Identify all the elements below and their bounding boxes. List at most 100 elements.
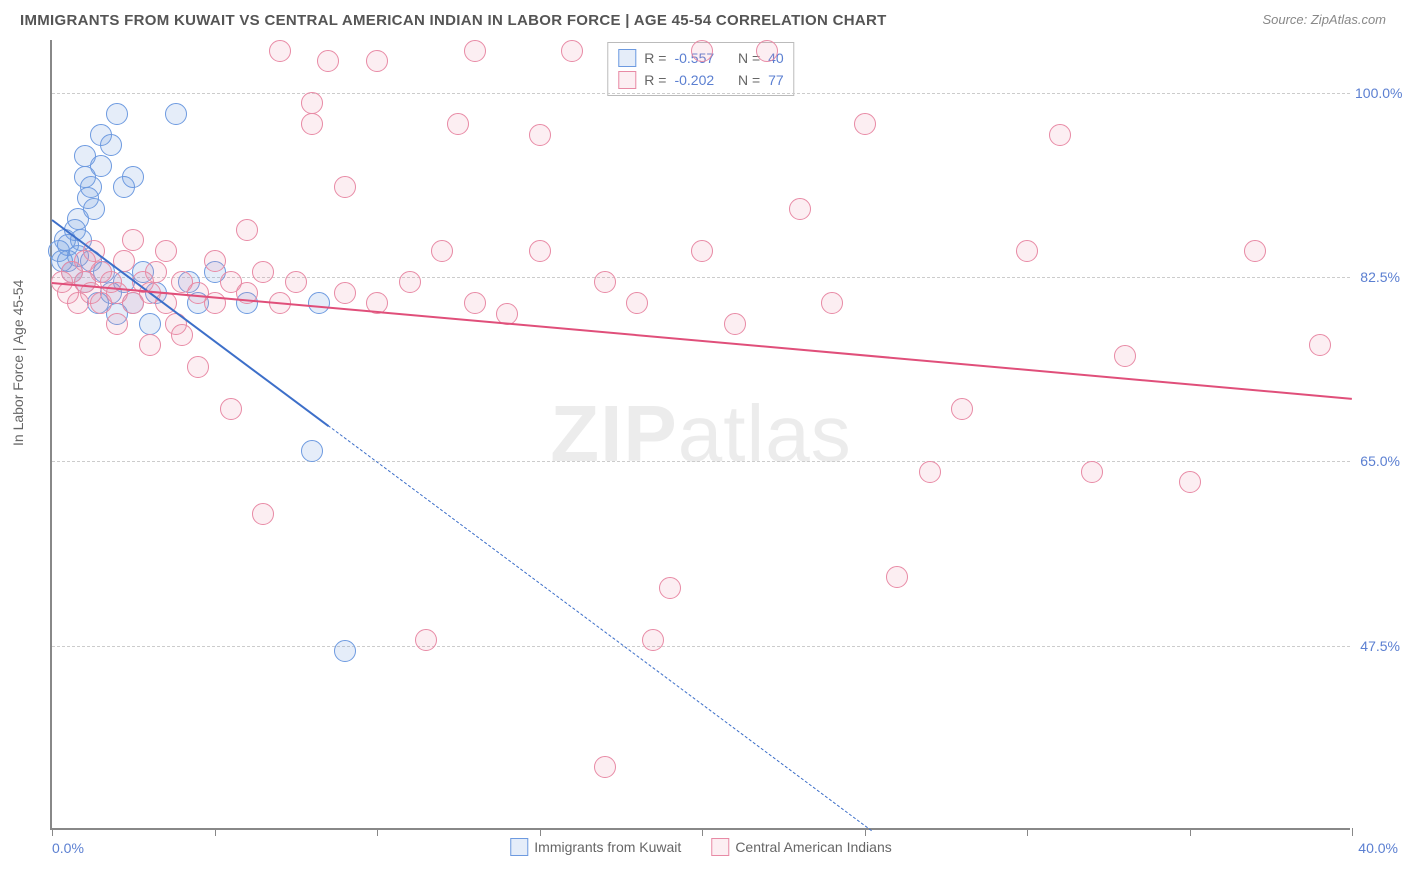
scatter-point xyxy=(399,271,421,293)
scatter-point xyxy=(122,166,144,188)
y-tick-label: 47.5% xyxy=(1355,638,1400,654)
stat-r-value: -0.202 xyxy=(674,72,714,88)
scatter-point xyxy=(529,240,551,262)
scatter-point xyxy=(886,566,908,588)
scatter-point xyxy=(301,113,323,135)
scatter-point xyxy=(594,756,616,778)
scatter-point xyxy=(122,229,144,251)
scatter-point xyxy=(529,124,551,146)
scatter-point xyxy=(83,198,105,220)
scatter-point xyxy=(1179,471,1201,493)
scatter-point xyxy=(366,50,388,72)
scatter-point xyxy=(187,356,209,378)
x-tick-label-min: 0.0% xyxy=(52,840,84,856)
regression-line xyxy=(52,282,1352,400)
watermark-text: ZIPatlas xyxy=(550,388,851,480)
scatter-point xyxy=(334,176,356,198)
scatter-point xyxy=(642,629,664,651)
scatter-point xyxy=(90,155,112,177)
scatter-point xyxy=(626,292,648,314)
legend-item-kuwait: Immigrants from Kuwait xyxy=(510,838,681,856)
scatter-point xyxy=(301,92,323,114)
scatter-point xyxy=(659,577,681,599)
legend-label-central-american: Central American Indians xyxy=(735,839,891,855)
gridline-h xyxy=(52,93,1350,94)
scatter-point xyxy=(431,240,453,262)
scatter-point xyxy=(165,103,187,125)
regression-line xyxy=(51,219,328,427)
scatter-point xyxy=(415,629,437,651)
x-tick xyxy=(1027,828,1028,836)
scatter-point xyxy=(691,40,713,62)
legend-swatch-kuwait xyxy=(510,838,528,856)
scatter-point xyxy=(139,313,161,335)
scatter-point xyxy=(1309,334,1331,356)
scatter-point xyxy=(464,292,486,314)
stat-r-label: R = xyxy=(644,50,666,66)
legend-item-central-american: Central American Indians xyxy=(711,838,891,856)
stat-n-label: N = xyxy=(738,72,760,88)
scatter-point xyxy=(447,113,469,135)
scatter-point xyxy=(145,261,167,283)
source-attribution: Source: ZipAtlas.com xyxy=(1262,12,1386,27)
scatter-point xyxy=(1081,461,1103,483)
x-tick xyxy=(52,828,53,836)
scatter-point xyxy=(155,240,177,262)
stat-n-value: 77 xyxy=(768,72,784,88)
scatter-point xyxy=(464,40,486,62)
scatter-point xyxy=(171,324,193,346)
scatter-point xyxy=(252,261,274,283)
scatter-point xyxy=(724,313,746,335)
scatter-point xyxy=(1244,240,1266,262)
plot-area: ZIPatlas R =-0.557 N =40R =-0.202 N =77 … xyxy=(50,40,1350,830)
x-tick xyxy=(377,828,378,836)
scatter-point xyxy=(854,113,876,135)
x-tick xyxy=(702,828,703,836)
stat-r-label: R = xyxy=(644,72,666,88)
scatter-point xyxy=(789,198,811,220)
stats-swatch xyxy=(618,71,636,89)
scatter-point xyxy=(561,40,583,62)
scatter-point xyxy=(301,440,323,462)
y-tick-label: 65.0% xyxy=(1355,453,1400,469)
scatter-point xyxy=(334,282,356,304)
gridline-h xyxy=(52,646,1350,647)
watermark-bold: ZIP xyxy=(550,389,677,478)
scatter-point xyxy=(308,292,330,314)
scatter-point xyxy=(220,398,242,420)
scatter-point xyxy=(1049,124,1071,146)
scatter-point xyxy=(285,271,307,293)
scatter-point xyxy=(317,50,339,72)
scatter-point xyxy=(100,134,122,156)
legend-swatch-central-american xyxy=(711,838,729,856)
scatter-point xyxy=(139,334,161,356)
x-tick xyxy=(865,828,866,836)
scatter-point xyxy=(236,219,258,241)
scatter-point xyxy=(951,398,973,420)
stats-swatch xyxy=(618,49,636,67)
y-tick-label: 100.0% xyxy=(1355,85,1400,101)
x-tick-label-max: 40.0% xyxy=(1358,840,1398,856)
gridline-h xyxy=(52,277,1350,278)
chart-title: IMMIGRANTS FROM KUWAIT VS CENTRAL AMERIC… xyxy=(20,12,887,29)
scatter-point xyxy=(756,40,778,62)
scatter-point xyxy=(1114,345,1136,367)
scatter-point xyxy=(204,250,226,272)
scatter-point xyxy=(1016,240,1038,262)
legend-label-kuwait: Immigrants from Kuwait xyxy=(534,839,681,855)
stats-row: R = -0.202 N = 77 xyxy=(618,69,783,91)
y-axis-label: In Labor Force | Age 45-54 xyxy=(10,280,26,446)
x-tick xyxy=(540,828,541,836)
scatter-point xyxy=(269,40,291,62)
scatter-point xyxy=(691,240,713,262)
scatter-point xyxy=(919,461,941,483)
scatter-point xyxy=(821,292,843,314)
watermark-rest: atlas xyxy=(678,389,852,478)
scatter-point xyxy=(594,271,616,293)
scatter-point xyxy=(334,640,356,662)
y-tick-label: 82.5% xyxy=(1355,269,1400,285)
scatter-point xyxy=(106,103,128,125)
x-tick xyxy=(1190,828,1191,836)
gridline-h xyxy=(52,461,1350,462)
scatter-point xyxy=(252,503,274,525)
